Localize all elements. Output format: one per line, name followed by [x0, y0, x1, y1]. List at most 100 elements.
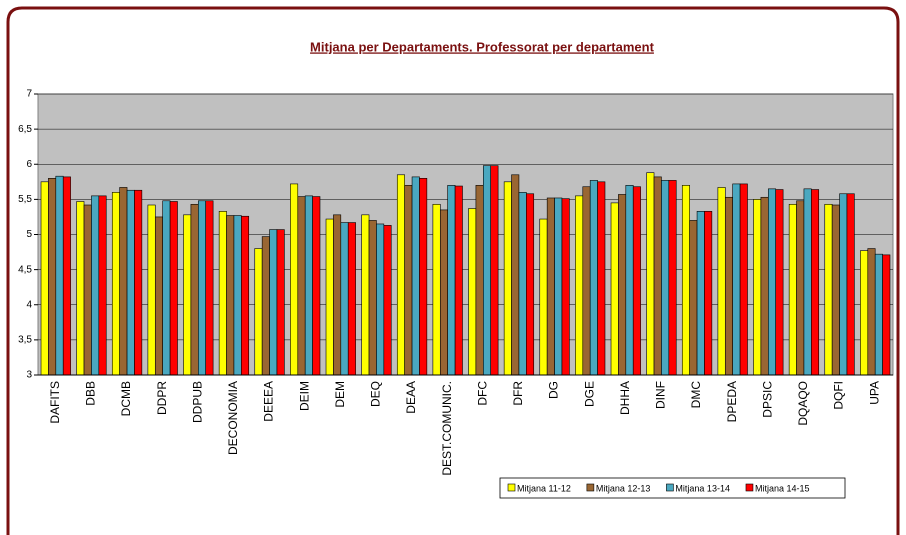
bar [383, 225, 392, 376]
bar [154, 216, 163, 376]
bar [661, 180, 670, 376]
bar [439, 209, 448, 376]
y-tick-label: 7 [26, 89, 32, 100]
bar [269, 229, 278, 376]
bar [775, 189, 784, 376]
bar [218, 211, 227, 376]
bar [824, 203, 833, 376]
bar [704, 211, 713, 376]
bar [646, 172, 655, 376]
y-tick-label: 4,5 [18, 264, 32, 275]
bar [198, 200, 207, 376]
y-tick-label: 3,5 [18, 335, 32, 346]
bar [582, 186, 591, 376]
bar [468, 208, 477, 376]
bar [788, 203, 797, 376]
bar [597, 181, 606, 376]
bar [454, 185, 463, 376]
bar [55, 175, 64, 376]
x-tick-label: DQAQO [796, 381, 810, 426]
x-tick-label: DMC [689, 381, 703, 409]
y-tick-label: 4 [26, 299, 32, 310]
y-tick-label: 6 [26, 159, 32, 170]
x-tick-label: DPSIC [760, 381, 774, 418]
x-tick-label: DEM [333, 381, 347, 408]
bar [753, 199, 762, 376]
y-tick-label: 5 [26, 229, 32, 240]
bar [411, 176, 420, 376]
bar [76, 201, 85, 376]
bar [511, 174, 520, 376]
x-tick-label: DEEEA [262, 381, 276, 422]
bar [483, 165, 492, 376]
bar [254, 248, 263, 376]
bar [490, 165, 499, 376]
bar [503, 181, 512, 376]
bar [696, 211, 705, 376]
bar [312, 196, 321, 376]
bar [689, 220, 698, 376]
x-tick-label: UPA [867, 381, 881, 405]
bar [475, 185, 484, 376]
chart-title: Mitjana per Departaments. Professorat pe… [310, 39, 655, 54]
legend-label: Mitjana 14-15 [755, 483, 810, 493]
x-tick-label: DDPUB [190, 381, 204, 423]
bar [811, 189, 820, 376]
bar [681, 185, 690, 376]
bar [169, 201, 178, 376]
bar [340, 222, 349, 376]
bar [518, 192, 527, 376]
bar [618, 194, 627, 376]
x-tick-label: DFC [475, 381, 489, 406]
bar [668, 180, 677, 376]
bar [162, 200, 171, 376]
x-tick-label: DEAA [404, 381, 418, 414]
y-tick-label: 6,5 [18, 124, 32, 135]
x-tick-label: DDPR [155, 381, 169, 415]
bar [839, 193, 848, 376]
bar [717, 187, 726, 376]
x-tick-label: DAFITS [48, 381, 62, 424]
bar [632, 186, 641, 376]
bar [290, 183, 299, 376]
bar [119, 187, 128, 376]
bar [867, 248, 876, 376]
bar [98, 195, 107, 376]
legend-label: Mitjana 13-14 [675, 483, 730, 493]
bar [803, 188, 812, 376]
bar [732, 183, 741, 376]
bar [610, 202, 619, 376]
legend-swatch [666, 483, 674, 492]
bar [261, 236, 270, 376]
bar [325, 218, 334, 376]
bar [91, 195, 100, 376]
bar [625, 185, 634, 376]
bar [404, 185, 413, 376]
bar [447, 185, 456, 376]
x-tick-label: DQFI [832, 381, 846, 410]
legend-swatch [586, 483, 595, 492]
bar [575, 195, 584, 376]
bar [846, 193, 855, 376]
bar [724, 196, 733, 376]
bar [126, 189, 135, 376]
bar [368, 220, 377, 376]
legend-label: Mitjana 11-12 [517, 483, 571, 493]
bar [831, 204, 840, 376]
x-tick-label: DFR [511, 381, 525, 406]
x-tick-label: DBB [84, 381, 98, 406]
bar [653, 176, 662, 376]
bar [83, 204, 92, 376]
bar [276, 229, 285, 376]
x-tick-label: DEST.COMUNIC. [440, 381, 454, 476]
bar [361, 214, 370, 376]
bar [589, 180, 598, 376]
bar [739, 183, 748, 376]
bar [882, 254, 891, 376]
bar [347, 222, 356, 376]
legend-swatch [507, 483, 516, 492]
bar [297, 196, 306, 376]
bar [376, 223, 385, 376]
bar [760, 196, 769, 376]
